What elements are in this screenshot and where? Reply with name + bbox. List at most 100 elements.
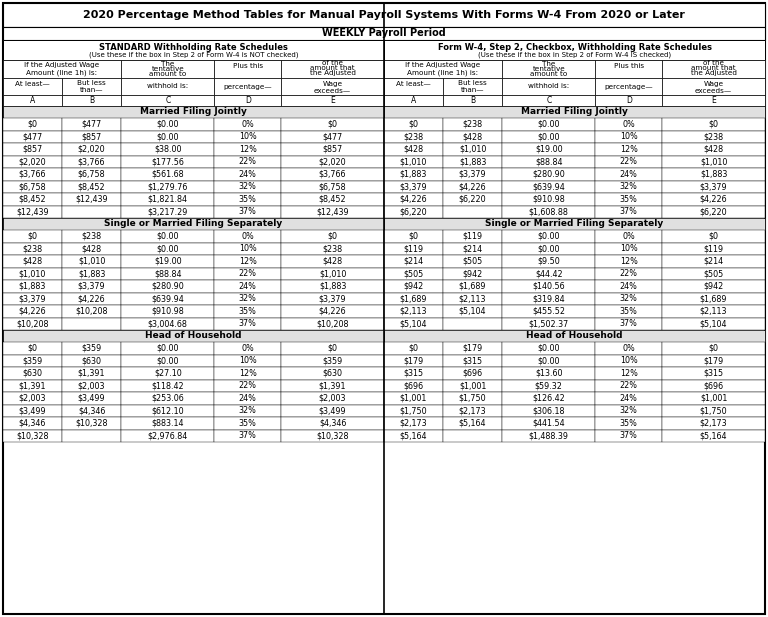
Bar <box>595 181 662 193</box>
Bar <box>281 355 384 367</box>
Text: 37%: 37% <box>239 431 257 441</box>
Text: amount that: amount that <box>691 65 736 71</box>
Text: $1,750: $1,750 <box>700 406 727 415</box>
Text: $238: $238 <box>81 232 101 241</box>
Bar <box>443 118 502 131</box>
Text: $1,391: $1,391 <box>319 381 346 390</box>
Bar <box>662 429 765 442</box>
Bar <box>281 417 384 429</box>
Text: $19.00: $19.00 <box>154 257 181 266</box>
Bar <box>384 242 443 255</box>
Bar <box>662 78 765 95</box>
Text: $477: $477 <box>22 132 43 141</box>
Text: $6,220: $6,220 <box>700 207 727 216</box>
Text: $1,010: $1,010 <box>78 257 105 266</box>
Text: $696: $696 <box>403 381 424 390</box>
Bar <box>662 280 765 292</box>
Bar <box>443 131 502 143</box>
Text: $0: $0 <box>28 344 38 353</box>
Text: WEEKLY Payroll Period: WEEKLY Payroll Period <box>322 28 446 38</box>
Bar <box>502 78 595 95</box>
Text: 35%: 35% <box>620 307 637 316</box>
Bar <box>384 78 443 95</box>
Text: exceeds—: exceeds— <box>695 88 732 94</box>
Bar <box>62 205 121 218</box>
Text: $1,883: $1,883 <box>400 170 427 179</box>
Text: $2,113: $2,113 <box>700 307 727 316</box>
Text: $0: $0 <box>328 344 338 353</box>
Text: 24%: 24% <box>239 282 257 291</box>
Bar <box>502 155 595 168</box>
Bar <box>214 60 281 78</box>
Text: exceeds—: exceeds— <box>314 88 351 94</box>
Bar <box>62 242 121 255</box>
Bar <box>281 230 384 242</box>
Bar <box>443 230 502 242</box>
Bar <box>595 342 662 355</box>
Bar <box>384 218 765 230</box>
Text: $12,439: $12,439 <box>75 195 108 204</box>
Bar <box>281 255 384 268</box>
Text: $1,391: $1,391 <box>78 369 105 378</box>
Bar <box>121 155 214 168</box>
Bar <box>502 429 595 442</box>
Text: $2,003: $2,003 <box>78 381 105 390</box>
Text: $0: $0 <box>28 120 38 129</box>
Text: $2,173: $2,173 <box>399 419 427 428</box>
Text: $10,208: $10,208 <box>16 319 49 328</box>
Text: $0: $0 <box>328 232 338 241</box>
Text: 22%: 22% <box>620 269 637 278</box>
Text: $910.98: $910.98 <box>532 195 565 204</box>
Text: $4,226: $4,226 <box>319 307 346 316</box>
Bar <box>121 392 214 405</box>
Bar <box>502 193 595 205</box>
Text: $1,689: $1,689 <box>458 282 486 291</box>
Bar <box>384 168 443 181</box>
Bar <box>502 405 595 417</box>
Text: $3,217.29: $3,217.29 <box>147 207 188 216</box>
Text: 12%: 12% <box>239 145 257 154</box>
Bar <box>62 95 121 106</box>
Bar <box>595 318 662 330</box>
Bar <box>281 95 384 106</box>
Bar <box>384 95 443 106</box>
Text: $0: $0 <box>709 120 719 129</box>
Bar <box>595 355 662 367</box>
Text: 22%: 22% <box>620 381 637 390</box>
Text: $59.32: $59.32 <box>535 381 563 390</box>
Text: $359: $359 <box>81 344 101 353</box>
Text: Plus this: Plus this <box>614 64 644 69</box>
Text: But less: But less <box>458 80 487 86</box>
Text: $2,173: $2,173 <box>458 406 486 415</box>
Text: 32%: 32% <box>239 294 257 303</box>
Text: $280.90: $280.90 <box>151 282 184 291</box>
Bar <box>502 230 595 242</box>
Bar <box>121 181 214 193</box>
Text: $942: $942 <box>403 282 424 291</box>
Bar <box>62 131 121 143</box>
Text: $0: $0 <box>409 344 419 353</box>
Text: 10%: 10% <box>239 132 257 141</box>
Bar <box>662 405 765 417</box>
Text: At least—: At least— <box>396 81 431 87</box>
Text: $0: $0 <box>709 344 719 353</box>
Text: $639.94: $639.94 <box>151 294 184 303</box>
Text: $238: $238 <box>462 120 482 129</box>
Text: $6,758: $6,758 <box>18 182 46 191</box>
Bar <box>443 143 502 155</box>
Bar <box>662 95 765 106</box>
Bar <box>384 205 443 218</box>
Text: $4,346: $4,346 <box>319 419 346 428</box>
Text: $2,020: $2,020 <box>18 157 46 166</box>
Bar <box>281 280 384 292</box>
Bar <box>384 193 443 205</box>
Bar <box>62 342 121 355</box>
Bar <box>121 242 214 255</box>
Bar <box>62 305 121 318</box>
Bar <box>62 429 121 442</box>
Bar <box>3 205 62 218</box>
Text: But less: But less <box>78 80 106 86</box>
Text: 37%: 37% <box>239 319 257 328</box>
Bar <box>502 268 595 280</box>
Bar <box>443 379 502 392</box>
